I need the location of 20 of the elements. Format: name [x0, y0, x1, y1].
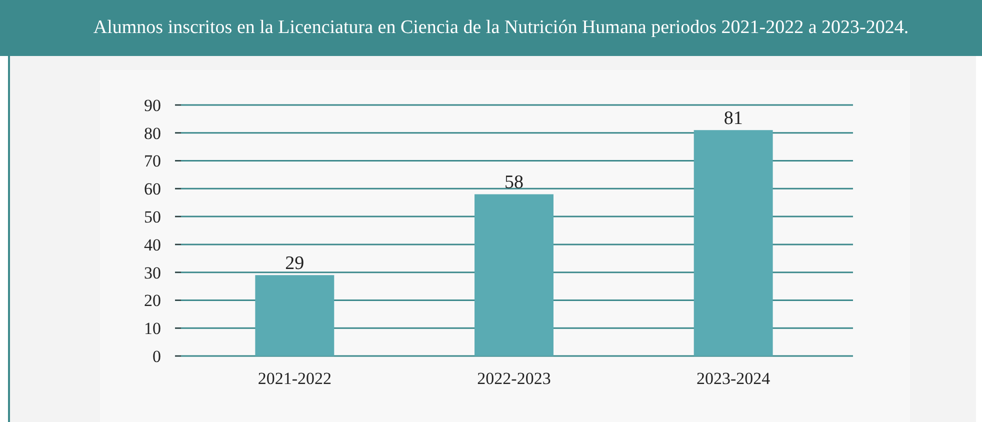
y-tick-label: 50 [144, 208, 161, 227]
y-tick-label: 70 [144, 152, 161, 171]
y-tick-label: 10 [144, 319, 161, 338]
y-tick-label: 40 [144, 235, 161, 254]
y-tick-label: 30 [144, 263, 161, 282]
x-tick-label: 2023-2024 [696, 369, 771, 388]
y-tick-label: 90 [144, 96, 161, 115]
chart-title: Alumnos inscritos en la Licenciatura en Ciencia de la Nutrición Humana periodos 2021-2022 a 2023-2024. [93, 17, 909, 38]
data-label: 29 [285, 253, 304, 274]
y-tick-label: 0 [152, 346, 161, 366]
x-tick-label: 2022-2023 [477, 369, 551, 388]
bar [255, 275, 334, 356]
bar [474, 194, 554, 356]
y-tick-label: 20 [144, 291, 161, 310]
data-label: 81 [724, 108, 743, 130]
y-tick-label: 80 [144, 124, 161, 143]
data-label: 58 [504, 172, 524, 194]
y-tick-label: 60 [144, 180, 161, 199]
bar [694, 130, 773, 356]
x-tick-label: 2021-2022 [258, 369, 332, 388]
